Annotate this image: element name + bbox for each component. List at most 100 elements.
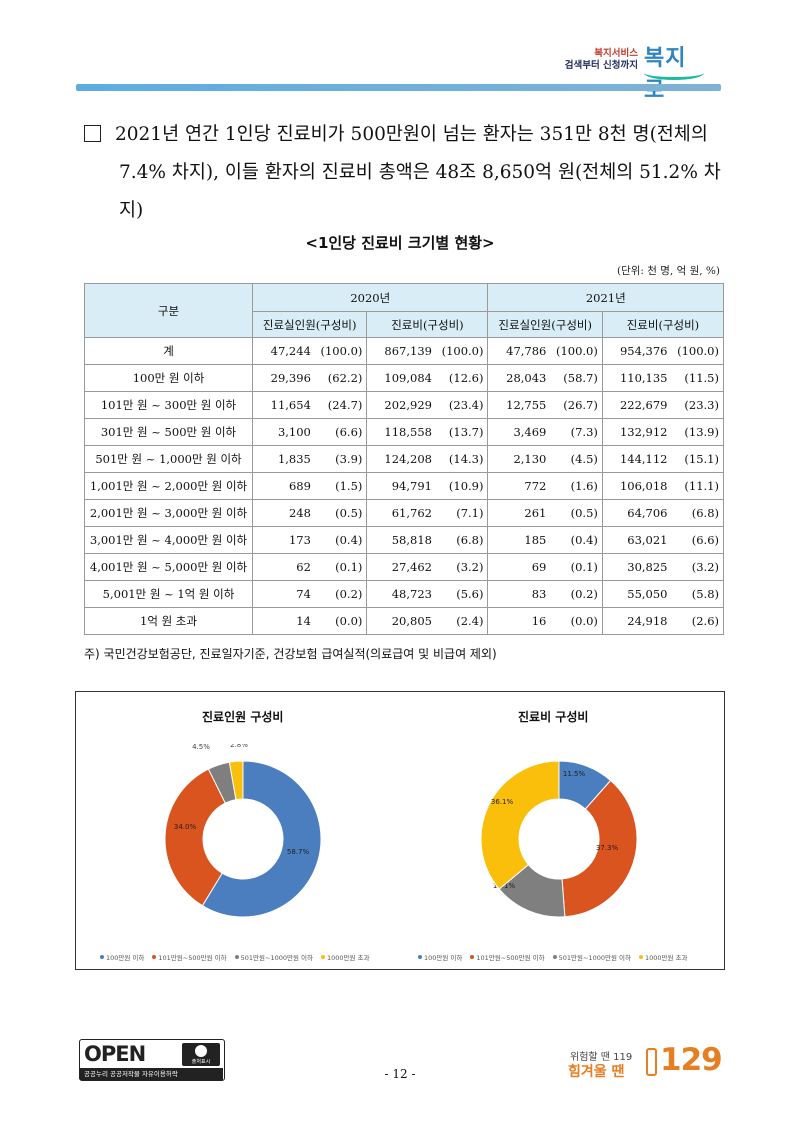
cell-share: (0.5) <box>314 499 368 527</box>
legend-dot-icon <box>100 955 104 959</box>
cell-value: 74 <box>251 580 315 608</box>
cell-share: (3.9) <box>314 445 368 473</box>
donut-slice-2 <box>561 779 638 918</box>
cell-value: 55,050 <box>601 580 672 608</box>
cell-value: 62 <box>251 553 315 581</box>
slice-label: 15.1% <box>493 882 516 890</box>
cell-share: (100.0) <box>435 337 489 365</box>
cell-value: 118,558 <box>366 418 436 446</box>
cell-value: 48,723 <box>366 580 436 608</box>
donut-slice-4 <box>480 760 560 890</box>
cell-share: (0.0) <box>314 607 368 635</box>
cell-value: 867,139 <box>366 337 436 365</box>
legend-label: 501만원~1000만원 이하 <box>240 954 313 962</box>
cell-value: 124,208 <box>366 445 436 473</box>
cell-value: 132,912 <box>601 418 672 446</box>
legend-item: 101만원~500만원 이하 <box>152 954 227 962</box>
legend-dot-icon <box>152 955 157 959</box>
cell-share: (0.2) <box>314 580 368 608</box>
cell-share: (6.6) <box>671 526 724 554</box>
cell-share: (0.0) <box>550 607 603 635</box>
cell-share: (5.8) <box>671 580 724 608</box>
person-icon <box>195 1045 207 1057</box>
open-strip: 공공누리 공공저작물 자유이용허락 <box>80 1068 223 1080</box>
legend-label: 101만원~500만원 이하 <box>158 954 227 962</box>
hotline-number: 129 <box>660 1042 723 1078</box>
cell-share: (26.7) <box>550 391 603 419</box>
slice-label: 34.0% <box>174 823 197 831</box>
legend-item: 1000만원 초과 <box>320 954 370 962</box>
legend-item: 100만원 이하 <box>100 954 144 962</box>
page-number: - 12 - <box>384 1067 416 1081</box>
cell-share: (23.4) <box>435 391 489 419</box>
legend-dot-icon <box>418 955 422 959</box>
legend-item: 1000만원 초과 <box>638 954 688 962</box>
table-unit: (단위: 천 명, 억 원, %) <box>616 265 720 277</box>
chart-title-cost: 진료비 구성비 <box>518 710 589 724</box>
cell-share: (0.1) <box>314 553 368 581</box>
cell-value: 29,396 <box>251 364 315 392</box>
cell-share: (0.4) <box>314 526 368 554</box>
cell-value: 144,112 <box>601 445 672 473</box>
legend-dot-icon <box>470 955 475 959</box>
header-cost-2021: 진료비(구성비) <box>601 311 725 338</box>
table-note: 주) 국민건강보험공단, 진료일자기준, 건강보험 급여실적(의료급여 및 비급… <box>84 647 497 661</box>
cell-value: 11,654 <box>251 391 315 419</box>
cell-share: (100.0) <box>671 337 724 365</box>
logo-tagline: 복지서비스 검색부터 신청까지 <box>554 48 638 72</box>
logo-line1: 복지서비스 <box>594 48 638 59</box>
hotline-big-text: 힘겨울 땐 <box>568 1064 625 1080</box>
cell-value: 110,135 <box>601 364 672 392</box>
cell-value: 954,376 <box>601 337 672 365</box>
intro-line1: 2021년 연간 1인당 진료비가 500만원이 넘는 환자는 351만 8천 … <box>115 124 708 145</box>
cell-value: 109,084 <box>366 364 436 392</box>
cell-value: 772 <box>487 472 551 500</box>
cell-share: (1.6) <box>550 472 603 500</box>
row-category: 4,001만 원 ~ 5,000만 원 이하 <box>84 553 253 581</box>
cell-value: 16 <box>487 607 551 635</box>
legend-item: 501만원~1000만원 이하 <box>552 954 631 962</box>
cell-share: (14.3) <box>435 445 489 473</box>
cell-value: 83 <box>487 580 551 608</box>
cell-share: (23.3) <box>671 391 724 419</box>
cell-share: (5.6) <box>435 580 489 608</box>
cell-value: 185 <box>487 526 551 554</box>
cell-value: 27,462 <box>366 553 436 581</box>
cell-value: 261 <box>487 499 551 527</box>
cell-value: 47,786 <box>487 337 551 365</box>
logo-arc-icon <box>644 66 704 80</box>
header-patients-2020: 진료실인원(구성비) <box>251 311 368 338</box>
table-row: 101만 원 ~ 300만 원 이하 11,654 (24.7) 202,929 (23… <box>84 391 724 419</box>
cell-value: 202,929 <box>366 391 436 419</box>
cell-value: 20,805 <box>366 607 436 635</box>
legend-label: 100만원 이하 <box>106 954 145 962</box>
cell-share: (2.6) <box>671 607 724 635</box>
cell-value: 173 <box>251 526 315 554</box>
cell-value: 69 <box>487 553 551 581</box>
table-row: 5,001만 원 ~ 1억 원 이하 74 (0.2) 48,723 (5.6) 83 (0… <box>84 580 724 608</box>
slice-label: 36.1% <box>491 798 514 806</box>
cell-share: (11.1) <box>671 472 724 500</box>
legend-dot-icon <box>552 955 557 959</box>
slice-label: 2.8% <box>230 744 248 749</box>
intro-line2: 7.4% 차지), 이들 환자의 진료비 총액은 48조 8,650억 원(전체… <box>119 162 721 221</box>
cell-value: 106,018 <box>601 472 672 500</box>
table-row: 3,001만 원 ~ 4,000만 원 이하 173 (0.4) 58,818 (6.8… <box>84 526 724 554</box>
cell-share: (0.2) <box>550 580 603 608</box>
row-category: 101만 원 ~ 300만 원 이하 <box>84 391 253 419</box>
donut-chart-patients: 58.7% 34.0% 4.5% 2.8% <box>164 744 322 918</box>
legend-dot-icon <box>234 955 239 959</box>
cell-value: 61,762 <box>366 499 436 527</box>
cell-share: (6.8) <box>671 499 724 527</box>
slice-label: 58.7% <box>287 848 310 856</box>
legend-item: 101만원~500만원 이하 <box>470 954 545 962</box>
cell-value: 58,818 <box>366 526 436 554</box>
legend-item: 501만원~1000만원 이하 <box>234 954 313 962</box>
row-category: 계 <box>84 337 253 365</box>
cell-value: 12,755 <box>487 391 551 419</box>
chart-title-patients: 진료인원 구성비 <box>202 710 284 724</box>
cell-share: (100.0) <box>314 337 368 365</box>
intro-paragraph: 2021년 연간 1인당 진료비가 500만원이 넘는 환자는 351만 8천 … <box>84 116 724 230</box>
legend-label: 101만원~500만원 이하 <box>476 954 545 962</box>
row-category: 3,001만 원 ~ 4,000만 원 이하 <box>84 526 253 554</box>
